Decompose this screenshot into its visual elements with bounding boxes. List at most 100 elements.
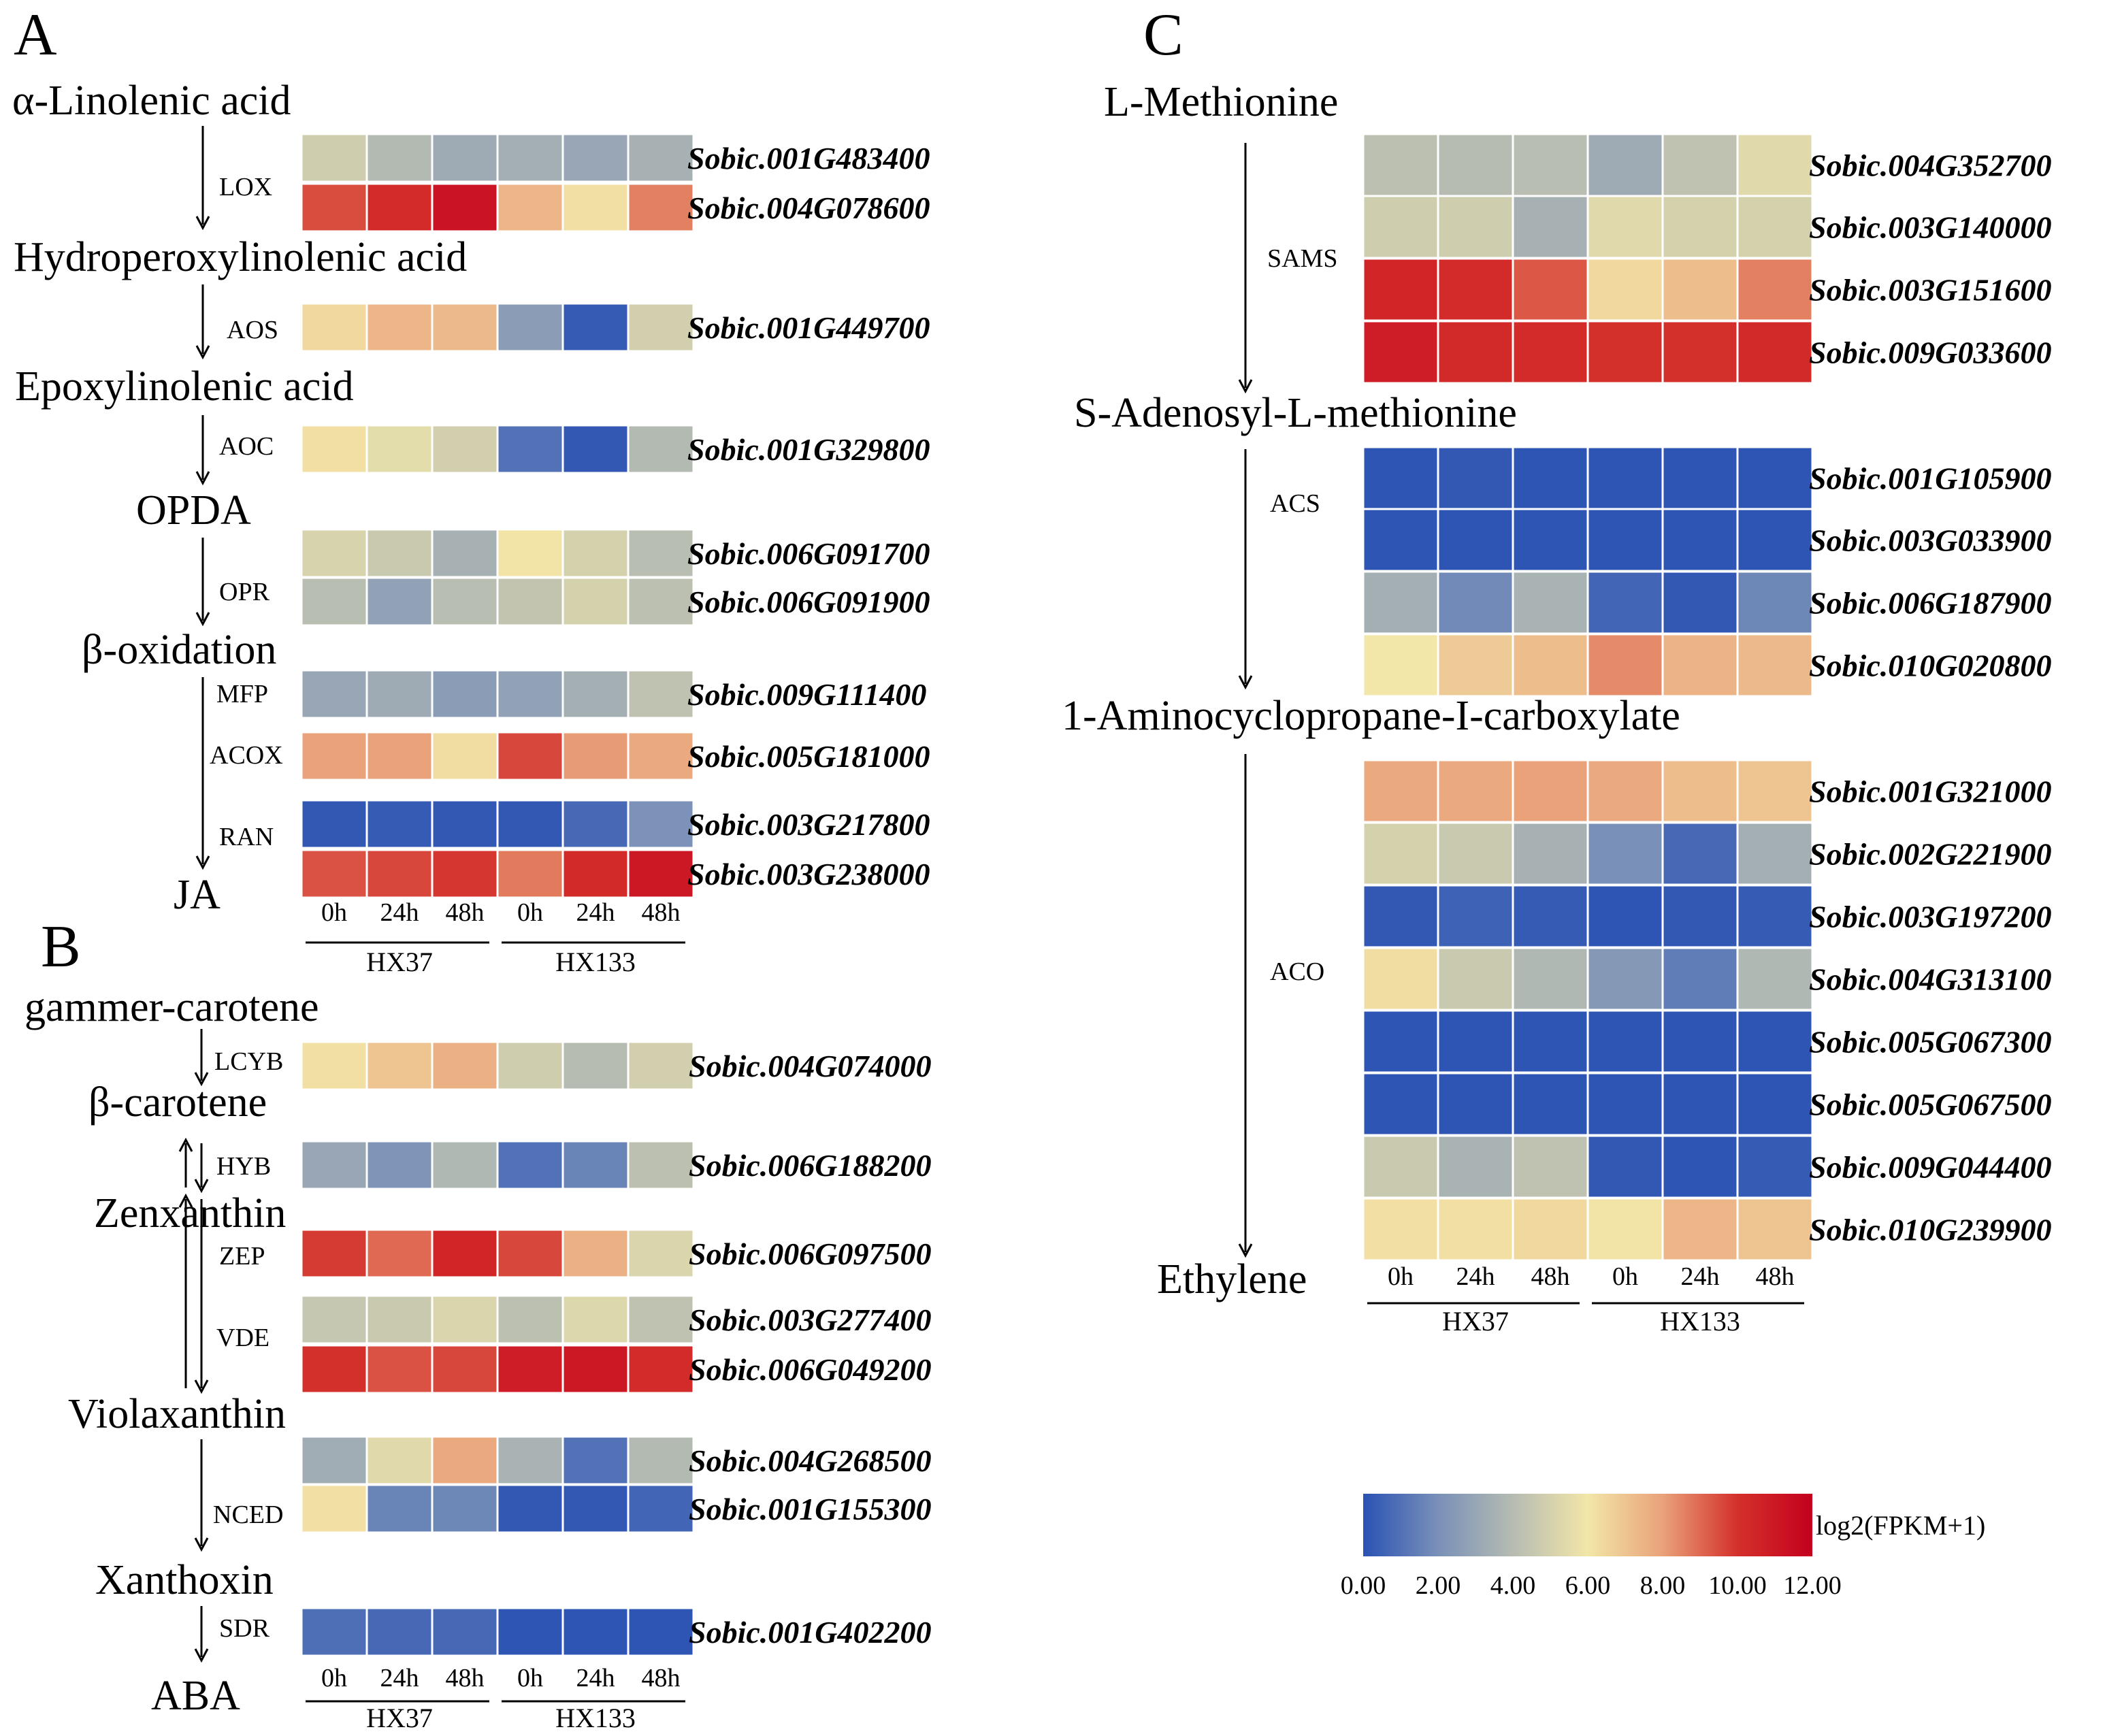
heatmap-cell bbox=[496, 1484, 564, 1534]
heatmap-cell bbox=[1736, 633, 1814, 698]
gene-label: Sobic.001G449700 bbox=[687, 310, 930, 345]
gene-label: Sobic.006G187900 bbox=[1809, 586, 2052, 621]
metabolite-label: gammer-carotene bbox=[25, 984, 319, 1030]
heatmap-cell bbox=[1661, 884, 1739, 949]
colorbar-tick-label: 10.00 bbox=[1708, 1571, 1767, 1600]
metabolite-label: α-Linolenic acid bbox=[12, 78, 291, 124]
gene-label: Sobic.004G313100 bbox=[1809, 962, 2052, 997]
heatmap-cell bbox=[365, 302, 434, 353]
heatmap-cell bbox=[1736, 195, 1814, 259]
gene-label: Sobic.001G483400 bbox=[687, 141, 930, 176]
heatmap-cell bbox=[1437, 884, 1514, 949]
heatmap-cell bbox=[365, 1228, 434, 1279]
gene-label: Sobic.004G078600 bbox=[687, 191, 930, 225]
time-tick-label: 48h bbox=[1531, 1262, 1570, 1291]
enzyme-label: OPR bbox=[219, 578, 270, 606]
heatmap-cell bbox=[496, 1344, 564, 1394]
heatmap-cell bbox=[300, 731, 368, 781]
heatmap-cell bbox=[1362, 320, 1439, 384]
gene-label: Sobic.010G239900 bbox=[1809, 1213, 2052, 1247]
panel-label-b: B bbox=[41, 914, 81, 980]
heatmap-cell bbox=[627, 1607, 695, 1657]
metabolite-label: β-carotene bbox=[88, 1079, 267, 1126]
gene-label: Sobic.005G181000 bbox=[687, 739, 930, 774]
heatmap-cell bbox=[365, 424, 434, 474]
heatmap-cell bbox=[300, 528, 368, 578]
heatmap-cell bbox=[1736, 133, 1814, 197]
heatmap-cell bbox=[365, 1607, 434, 1657]
colorbar-gradient bbox=[1363, 1494, 1812, 1556]
heatmap-cell bbox=[1512, 633, 1589, 698]
heatmap-cell bbox=[1362, 1072, 1439, 1136]
heatmap-cell bbox=[300, 1607, 368, 1657]
arrow-head bbox=[194, 1379, 209, 1394]
arrow-head bbox=[194, 1179, 209, 1194]
heatmap-cell bbox=[496, 1435, 564, 1486]
heatmap-cell bbox=[365, 1344, 434, 1394]
heatmap-cell bbox=[1437, 320, 1514, 384]
heatmap-cell bbox=[1661, 947, 1739, 1011]
heatmap-cell bbox=[496, 799, 564, 849]
heatmap-cell bbox=[496, 1140, 564, 1190]
heatmap-cell bbox=[1362, 884, 1439, 949]
heatmap-cell bbox=[1437, 570, 1514, 635]
heatmap-cell bbox=[365, 576, 434, 627]
heatmap-cell bbox=[627, 576, 695, 627]
heatmap-cell bbox=[627, 731, 695, 781]
heatmap-cell bbox=[1661, 1009, 1739, 1074]
colorbar-tick-label: 6.00 bbox=[1565, 1571, 1611, 1600]
heatmap-cell bbox=[431, 849, 499, 899]
heatmap-cell bbox=[300, 849, 368, 899]
heatmap-cell bbox=[1586, 257, 1664, 322]
heatmap-cell bbox=[1437, 446, 1514, 510]
time-tick-label: 48h bbox=[446, 898, 485, 927]
group-label: HX37 bbox=[1442, 1306, 1509, 1337]
metabolite-label: β-oxidation bbox=[82, 627, 276, 673]
heatmap-cell bbox=[1512, 257, 1589, 322]
time-tick-label: 24h bbox=[380, 898, 419, 927]
heatmap-cell bbox=[1512, 1197, 1589, 1262]
heatmap-cell bbox=[431, 1041, 499, 1091]
heatmap-cell bbox=[627, 1041, 695, 1091]
heatmap-cell bbox=[1586, 320, 1664, 384]
heatmap-cell bbox=[1437, 821, 1514, 886]
time-tick-label: 0h bbox=[1612, 1262, 1638, 1291]
arrow-head bbox=[1238, 1243, 1253, 1258]
heatmap-cell bbox=[1512, 1134, 1589, 1199]
enzyme-label: RAN bbox=[219, 823, 274, 851]
heatmap-cells bbox=[300, 133, 1814, 1657]
arrow-head bbox=[178, 1137, 193, 1152]
time-tick-label: 0h bbox=[517, 898, 543, 927]
heatmap-cell bbox=[1586, 759, 1664, 823]
heatmap-cell bbox=[1437, 195, 1514, 259]
heatmap-cell bbox=[1586, 821, 1664, 886]
gene-label: Sobic.006G049200 bbox=[689, 1352, 932, 1387]
arrow-head bbox=[194, 1072, 209, 1087]
heatmap-cell bbox=[496, 133, 564, 183]
group-label: HX37 bbox=[366, 947, 433, 977]
metabolite-label: 1-Aminocyclopropane-I-carboxylate bbox=[1062, 693, 1680, 739]
heatmap-cell bbox=[1586, 446, 1664, 510]
heatmap-cell bbox=[300, 1344, 368, 1394]
heatmap-cell bbox=[1736, 1072, 1814, 1136]
enzyme-label: ZEP bbox=[219, 1242, 265, 1271]
enzyme-label: ACOX bbox=[210, 741, 283, 770]
heatmap-cell bbox=[1586, 508, 1664, 572]
heatmap-cell bbox=[1512, 320, 1589, 384]
heatmap-cell bbox=[496, 1294, 564, 1345]
group-label: HX133 bbox=[555, 1703, 636, 1733]
heatmap-cell bbox=[1736, 257, 1814, 322]
heatmap-cell bbox=[627, 1484, 695, 1534]
heatmap-cell bbox=[561, 1140, 630, 1190]
heatmap-cell bbox=[365, 528, 434, 578]
heatmap-cell bbox=[300, 799, 368, 849]
heatmap-cell bbox=[627, 1228, 695, 1279]
enzyme-label: NCED bbox=[213, 1501, 283, 1529]
heatmap-cell bbox=[365, 1484, 434, 1534]
colorbar-tick-label: 12.00 bbox=[1783, 1571, 1842, 1600]
heatmap-cell bbox=[561, 302, 630, 353]
heatmap-cell bbox=[431, 424, 499, 474]
time-tick-label: 48h bbox=[642, 898, 681, 927]
gene-label: Sobic.009G044400 bbox=[1809, 1150, 2052, 1185]
heatmap-cell bbox=[431, 799, 499, 849]
